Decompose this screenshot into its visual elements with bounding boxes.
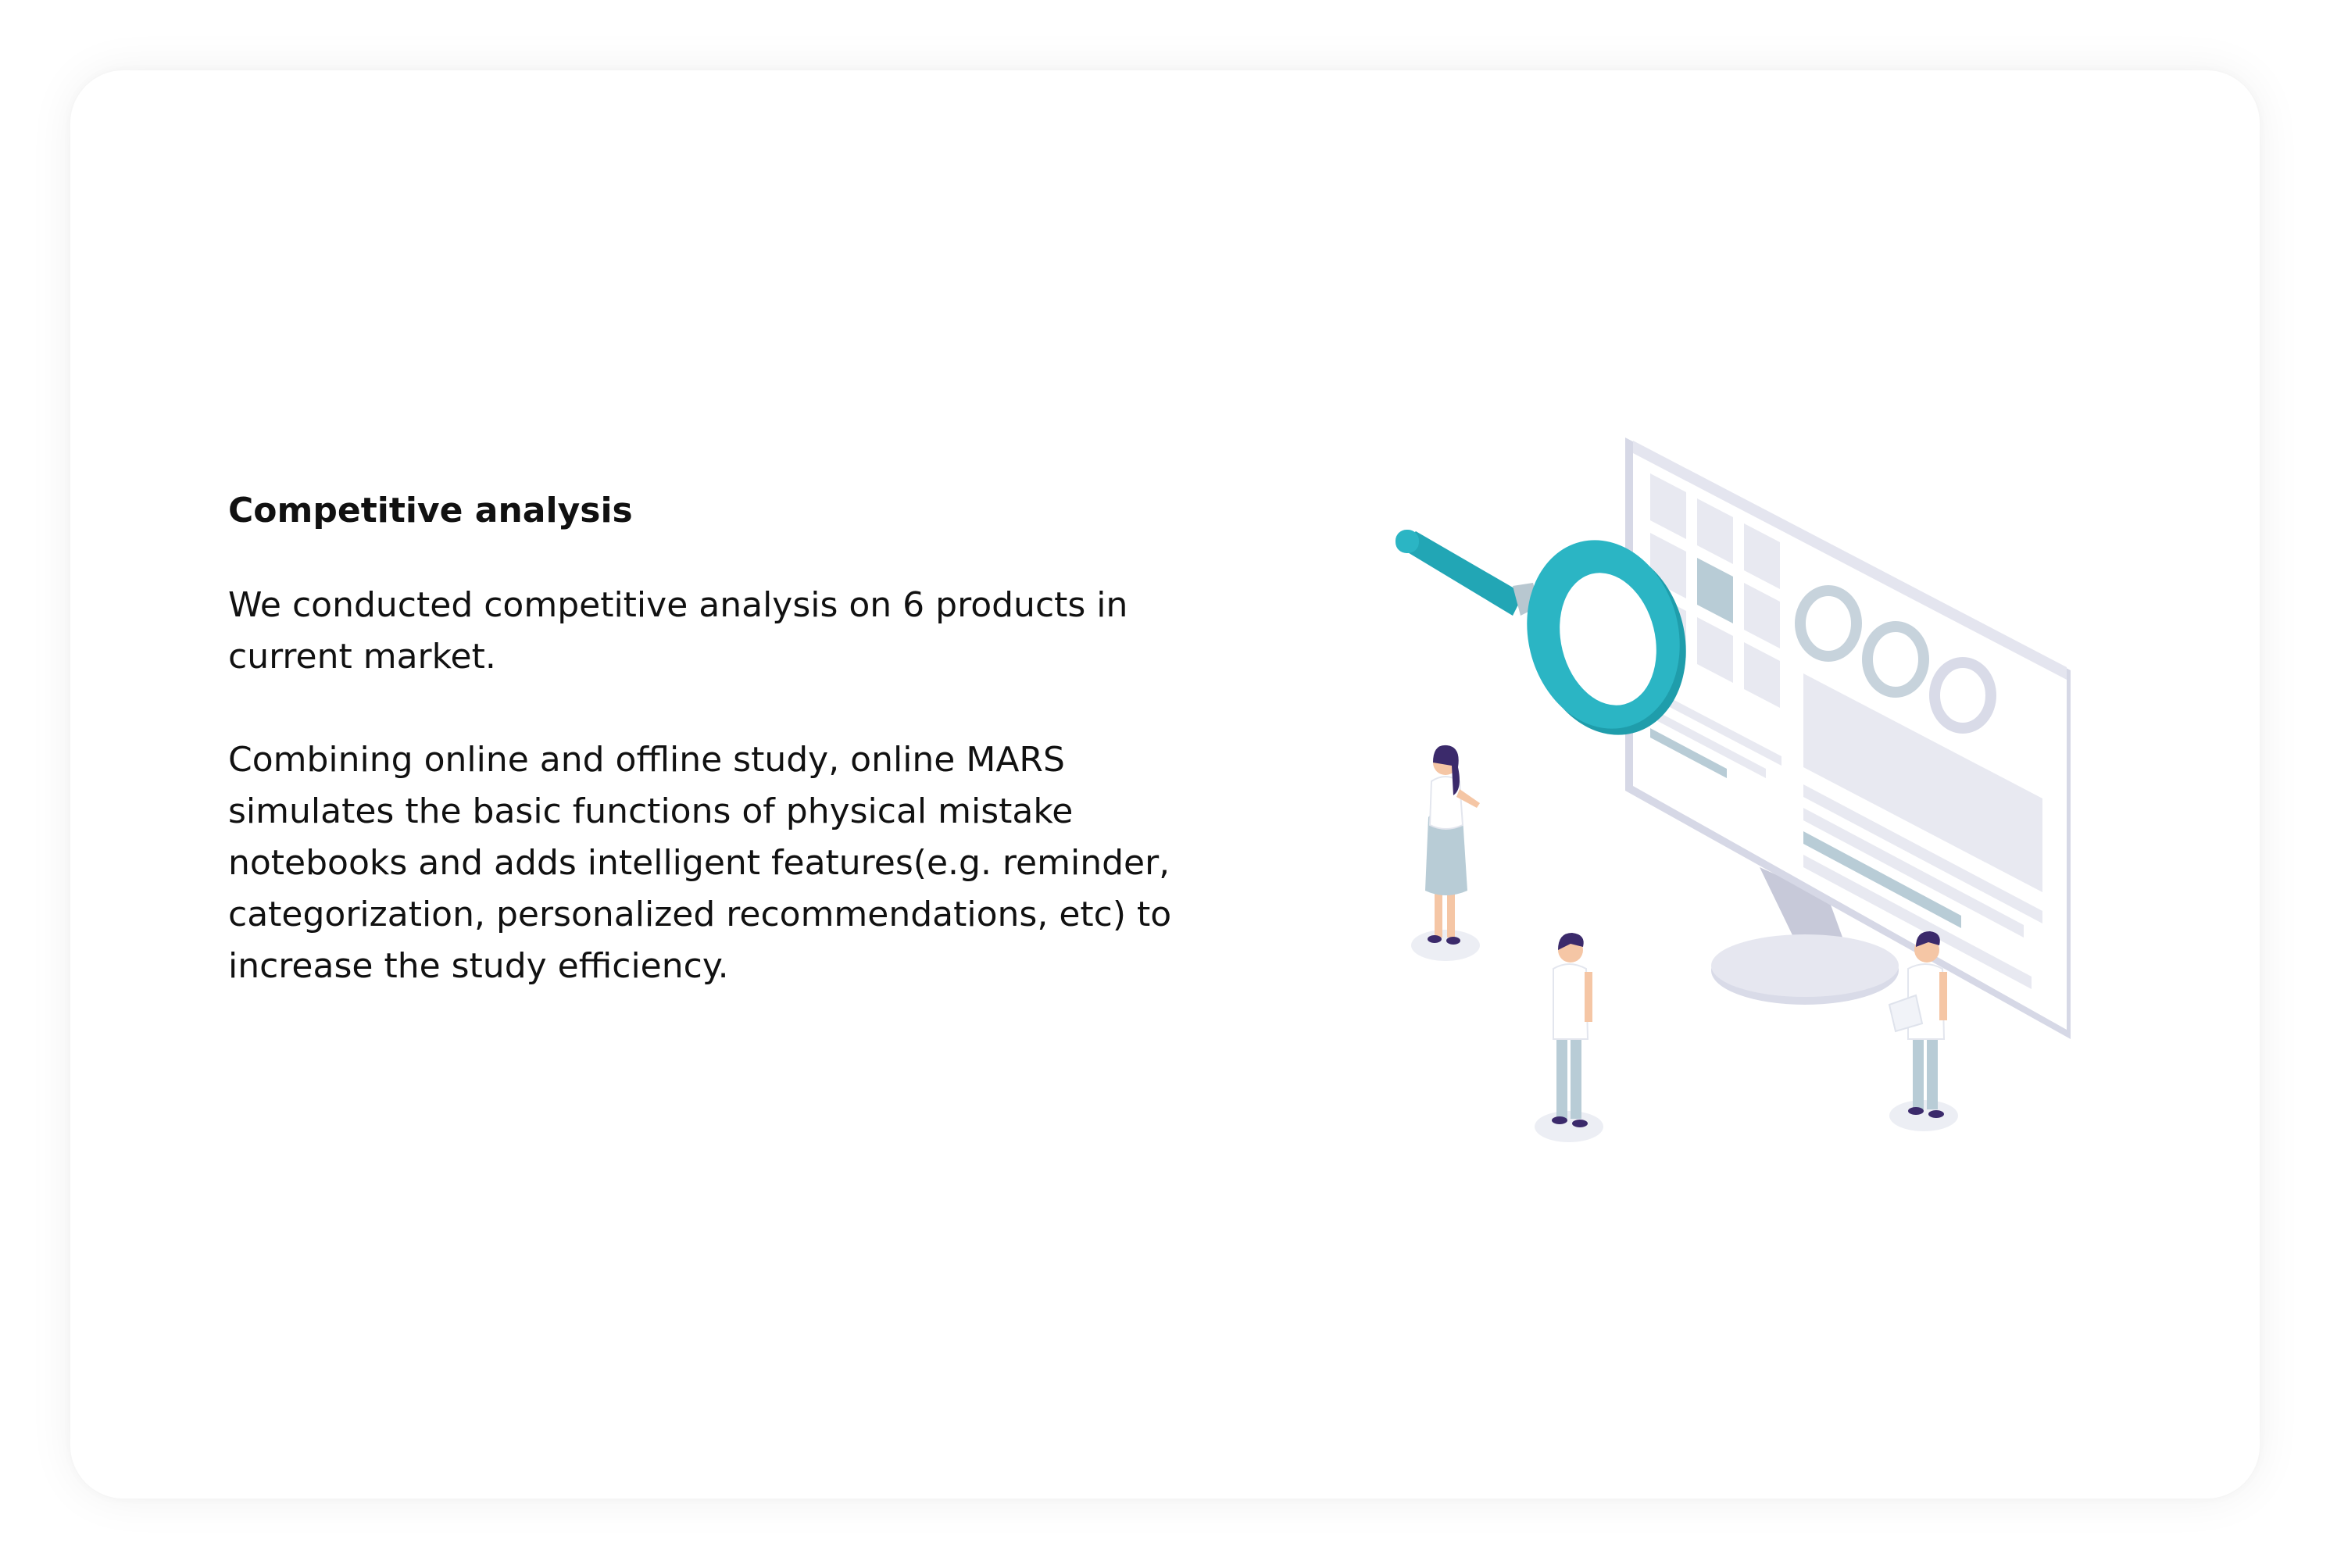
intro-paragraph: We conducted competitive analysis on 6 p… — [228, 585, 1128, 677]
person-icon — [1535, 933, 1603, 1142]
analysis-illustration — [1395, 438, 2071, 1142]
section-title: Competitive analysis — [228, 491, 633, 530]
monitor-icon — [1625, 438, 2071, 1039]
person-icon — [1888, 931, 1958, 1131]
monitor-stand-icon — [1711, 867, 1899, 1005]
person-icon — [1411, 745, 1480, 961]
text-block: Competitive analysis We conducted compet… — [228, 488, 1244, 1044]
magnifying-glass-icon — [1395, 530, 1686, 735]
detail-paragraph: Combining online and offline study, onli… — [228, 740, 1172, 986]
